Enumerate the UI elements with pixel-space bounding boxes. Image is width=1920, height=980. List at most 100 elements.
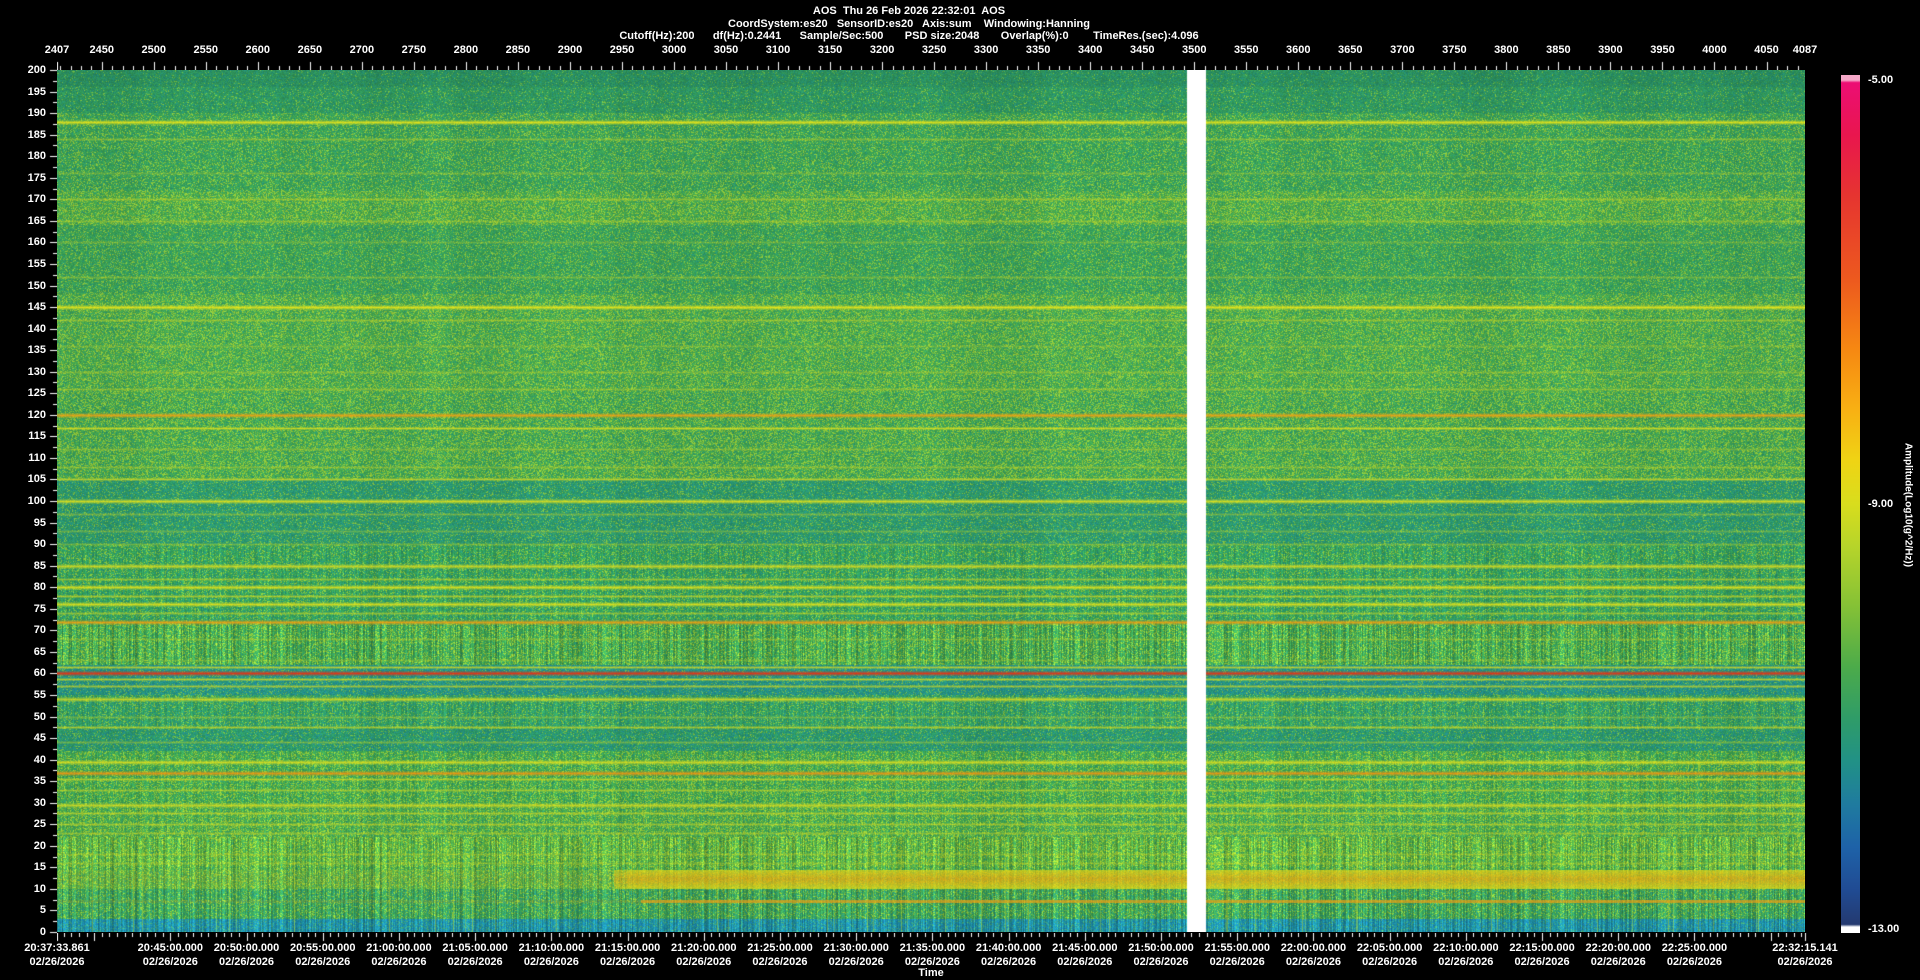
date-value: 02/26/2026 xyxy=(29,956,85,968)
freq-tick-label: 170 xyxy=(27,193,46,206)
freq-tick-label: 50 xyxy=(33,710,46,723)
freq-tick-label: 175 xyxy=(27,171,46,184)
time-value: 21:25:00.000 xyxy=(747,942,813,954)
record-tick-label: 3000 xyxy=(661,44,687,56)
record-tick-label: 3850 xyxy=(1546,44,1571,56)
time-axis-ticks xyxy=(57,933,1813,943)
date-value: 02/26/2026 xyxy=(904,956,960,968)
record-tick-label: 3500 xyxy=(1181,44,1207,56)
record-tick-label: 3750 xyxy=(1442,44,1467,56)
time-tick-label: 22:32:15.141 02/26/2026 xyxy=(1772,941,1837,969)
time-value: 21:35:00.000 xyxy=(899,942,966,954)
freq-tick-label: 85 xyxy=(33,559,46,572)
freq-tick-label: 45 xyxy=(33,732,46,745)
record-tick-label: 2950 xyxy=(609,44,635,56)
freq-tick-label: 15 xyxy=(33,861,46,874)
freq-tick-label: 110 xyxy=(28,451,46,464)
record-tick-label: 3450 xyxy=(1129,44,1155,56)
time-tick-label: 21:00:00.000 02/26/2026 xyxy=(366,941,431,969)
time-tick-label: 22:25:00.000 02/26/2026 xyxy=(1662,941,1727,969)
record-tick-label: 3350 xyxy=(1025,44,1051,56)
time-tick-label: 20:50:00.000 02/26/2026 xyxy=(214,941,279,969)
freq-tick-label: 200 xyxy=(27,64,46,76)
date-value: 02/26/2026 xyxy=(752,956,808,968)
time-tick-label: 21:05:00.000 02/26/2026 xyxy=(442,941,507,969)
record-tick-label: 2550 xyxy=(193,44,219,56)
spectrogram-plot xyxy=(57,70,1805,932)
date-value: 02/26/2026 xyxy=(676,956,732,968)
time-tick-label: 21:15:00.000 02/26/2026 xyxy=(595,941,660,969)
freq-tick-label: 100 xyxy=(27,495,46,507)
time-value: 20:37:33.861 xyxy=(24,942,90,954)
freq-tick-label: 150 xyxy=(27,279,46,292)
time-value: 21:00:00.000 xyxy=(366,942,432,954)
date-value: 02/26/2026 xyxy=(600,956,656,968)
date-value: 02/26/2026 xyxy=(1362,956,1418,968)
time-value: 21:15:00.000 xyxy=(594,942,661,954)
time-value: 21:45:00.000 xyxy=(1052,942,1118,954)
plot-params-line1: CoordSystem:es20 SensorID:es20 Axis:sum … xyxy=(728,18,1090,30)
date-value: 02/26/2026 xyxy=(1438,956,1494,968)
time-tick-label: 20:55:00.000 02/26/2026 xyxy=(290,941,355,969)
freq-tick-label: 10 xyxy=(33,882,46,895)
record-tick-label: 2500 xyxy=(141,44,166,56)
record-tick-label: 2407 xyxy=(44,44,70,56)
colorbar-tick-label: -13.00 xyxy=(1868,923,1900,935)
time-value: 21:20:00.000 xyxy=(671,942,737,954)
date-value: 02/26/2026 xyxy=(218,956,275,968)
time-tick-label: 22:10:00.000 02/26/2026 xyxy=(1433,941,1498,969)
plot-title: AOS Thu 26 Feb 2026 22:32:01 AOS xyxy=(812,5,1006,17)
freq-tick-label: 60 xyxy=(33,667,46,680)
time-value: 21:40:00.000 xyxy=(975,942,1042,954)
freq-tick-label: 40 xyxy=(33,753,46,766)
date-value: 02/26/2026 xyxy=(1209,956,1265,968)
record-tick-label: 3700 xyxy=(1390,44,1415,56)
freq-tick-label: 130 xyxy=(27,365,46,378)
record-tick-label: 2900 xyxy=(557,44,583,56)
date-value: 02/26/2026 xyxy=(1590,956,1646,968)
time-value: 21:10:00.000 xyxy=(518,942,585,954)
plot-params-line2: Cutoff(Hz):200 df(Hz):0.2441 Sample/Sec:… xyxy=(619,30,1199,42)
time-tick-label: 22:20:00.000 02/26/2026 xyxy=(1586,941,1651,969)
time-value: 22:20:00.000 xyxy=(1585,942,1651,954)
record-tick-label: 3550 xyxy=(1234,44,1259,56)
date-value: 02/26/2026 xyxy=(1133,956,1189,968)
freq-tick-label: 180 xyxy=(27,150,46,163)
date-value: 02/26/2026 xyxy=(142,956,198,968)
date-value: 02/26/2026 xyxy=(1057,956,1113,968)
time-tick-label: 21:20:00.000 02/26/2026 xyxy=(671,941,736,969)
freq-tick-label: 25 xyxy=(33,818,46,831)
record-tick-label: 2700 xyxy=(349,44,375,56)
date-value: 02/26/2026 xyxy=(1666,956,1722,968)
time-tick-label: 22:05:00.000 02/26/2026 xyxy=(1357,941,1422,969)
time-tick-label: 22:15:00.000 02/26/2026 xyxy=(1509,941,1574,969)
time-tick-label: 20:37:33.861 02/26/2026 xyxy=(24,941,89,969)
time-tick-label: 21:40:00.000 02/26/2026 xyxy=(976,941,1041,969)
record-tick-label: 3400 xyxy=(1077,44,1103,56)
time-tick-label: 21:10:00.000 02/26/2026 xyxy=(519,941,584,969)
time-value: 22:05:00.000 xyxy=(1356,942,1423,954)
record-tick-label: 3150 xyxy=(817,44,843,56)
record-tick-label: 3600 xyxy=(1286,44,1311,56)
freq-tick-label: 20 xyxy=(33,839,46,852)
freq-tick-label: 185 xyxy=(27,128,46,141)
date-value: 02/26/2026 xyxy=(1285,956,1341,968)
time-value: 22:00:00.000 xyxy=(1280,942,1347,954)
freq-tick-label: 75 xyxy=(33,602,46,615)
colorbar-tick-label: -5.00 xyxy=(1868,74,1894,86)
freq-tick-label: 0 xyxy=(39,926,46,938)
date-value: 02/26/2026 xyxy=(371,956,427,968)
time-value: 20:55:00.000 xyxy=(290,942,356,954)
freq-tick-label: 190 xyxy=(27,107,46,120)
colorbar-gradient xyxy=(1841,75,1860,933)
record-tick-label: 3800 xyxy=(1494,44,1519,56)
freq-tick-label: 65 xyxy=(33,645,46,658)
time-value: 21:50:00.000 xyxy=(1128,942,1194,954)
record-tick-label: 3050 xyxy=(713,44,739,56)
time-value: 22:15:00.000 xyxy=(1509,942,1575,954)
freq-tick-label: 135 xyxy=(27,344,46,357)
record-tick-label: 4000 xyxy=(1702,44,1727,56)
record-tick-label: 2450 xyxy=(89,44,114,56)
record-tick-label: 2850 xyxy=(505,44,531,56)
